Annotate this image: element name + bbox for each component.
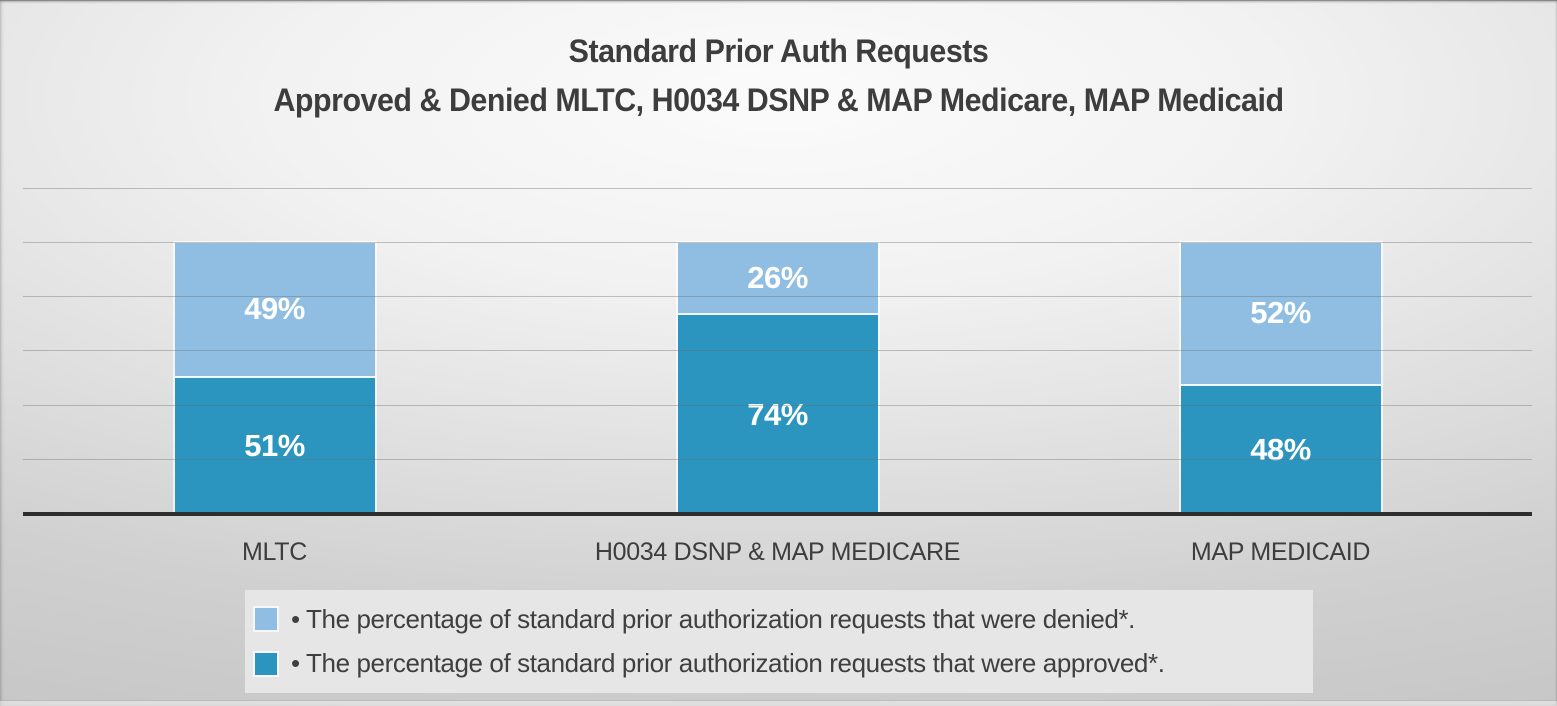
x-axis-line bbox=[23, 512, 1532, 516]
gridline-80 bbox=[23, 296, 1532, 298]
denied-segment-mltc: 49% bbox=[174, 243, 375, 376]
denied-segment-h0034-dsnp-map-medicare: 26% bbox=[677, 243, 878, 314]
denied-data-label-map-medicaid: 52% bbox=[1250, 295, 1311, 331]
gridline-20 bbox=[23, 458, 1532, 460]
slide-bottom-edge bbox=[0, 700, 1557, 706]
legend-item-denied: • The percentage of standard prior autho… bbox=[253, 604, 1313, 635]
denied-segment-map-medicaid: 52% bbox=[1180, 243, 1381, 384]
denied-data-label-h0034-dsnp-map-medicare: 26% bbox=[747, 260, 808, 296]
denied-swatch-icon bbox=[253, 606, 279, 633]
approved-data-label-h0034-dsnp-map-medicare: 74% bbox=[747, 396, 808, 432]
denied-data-label-mltc: 49% bbox=[244, 291, 305, 327]
approved-data-label-mltc: 51% bbox=[244, 427, 305, 463]
category-label-mltc: MLTC bbox=[242, 538, 307, 566]
chart-title-line2: Approved & Denied MLTC, H0034 DSNP & MAP… bbox=[273, 82, 1284, 118]
legend-item-approved: • The percentage of standard prior autho… bbox=[253, 648, 1313, 679]
plot-area: 49% 51% 26% 74% 52% 48% bbox=[23, 160, 1532, 516]
gridline-100 bbox=[23, 242, 1532, 243]
legend-label-denied: • The percentage of standard prior autho… bbox=[291, 603, 1135, 634]
legend-label-approved: • The percentage of standard prior autho… bbox=[291, 648, 1165, 679]
approved-swatch-icon bbox=[253, 650, 279, 677]
bar-map-medicaid: 52% 48% bbox=[1180, 243, 1381, 514]
approved-segment-map-medicaid: 48% bbox=[1180, 383, 1381, 514]
bar-mltc: 49% 51% bbox=[174, 243, 375, 514]
chart-title: Standard Prior Auth Requests Approved & … bbox=[39, 27, 1518, 125]
approved-segment-h0034-dsnp-map-medicare: 74% bbox=[677, 313, 878, 514]
category-label-map-medicaid: MAP MEDICAID bbox=[1190, 538, 1371, 566]
category-label-h0034-dsnp-map-medicare: H0034 DSNP & MAP MEDICARE bbox=[594, 538, 961, 566]
bar-h0034-dsnp-map-medicare: 26% 74% bbox=[677, 243, 878, 514]
legend: • The percentage of standard prior autho… bbox=[245, 590, 1313, 693]
approved-segment-mltc: 51% bbox=[174, 375, 375, 514]
gridline-40 bbox=[23, 404, 1532, 406]
chart-title-line1: Standard Prior Auth Requests bbox=[568, 33, 989, 69]
gridline-60 bbox=[23, 350, 1532, 352]
gridline-120 bbox=[23, 187, 1532, 189]
approved-data-label-map-medicaid: 48% bbox=[1250, 431, 1311, 467]
